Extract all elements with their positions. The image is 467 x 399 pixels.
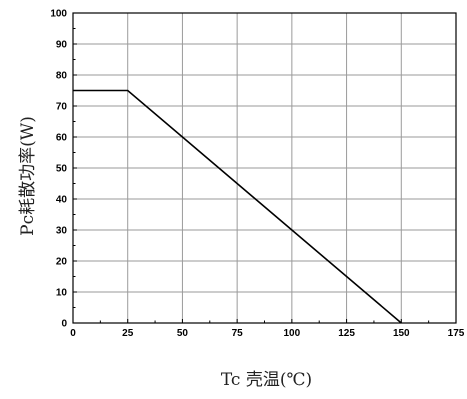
y-tick-label: 80: [56, 71, 68, 82]
x-axis-title: Tc 壳温(℃): [221, 370, 312, 390]
x-tick-label: 100: [284, 328, 301, 339]
x-tick-label: 50: [177, 328, 189, 339]
plot-frame: [72, 12, 457, 324]
y-tick-label: 30: [56, 226, 68, 237]
x-tick-label: 25: [122, 328, 134, 339]
x-tick-label: 175: [448, 328, 465, 339]
x-tick-label: 125: [338, 328, 355, 339]
y-tick-label: 0: [61, 319, 67, 330]
x-tick-label: 150: [393, 328, 410, 339]
x-tick-label: 75: [232, 328, 244, 339]
y-tick-label: 60: [56, 133, 68, 144]
tick-labels: 0 25 50 75 100 125 150 175 0 10 20 30 40 50 60 70 80 90 10…: [50, 9, 464, 340]
y-tick-label: 10: [56, 288, 68, 299]
series: [73, 89, 402, 324]
y-tick-label: 50: [56, 164, 68, 175]
y-tick-label: 20: [56, 257, 68, 268]
grid: [73, 13, 456, 323]
y-tick-label: 90: [56, 40, 68, 51]
y-axis-title: Pc耗散功率(W): [18, 116, 38, 236]
x-tick-label: 0: [70, 328, 76, 339]
y-tick-label: 70: [56, 102, 68, 113]
series-line: [73, 89, 402, 324]
y-tick-label: 40: [56, 195, 68, 206]
y-tick-label: 100: [50, 9, 67, 20]
